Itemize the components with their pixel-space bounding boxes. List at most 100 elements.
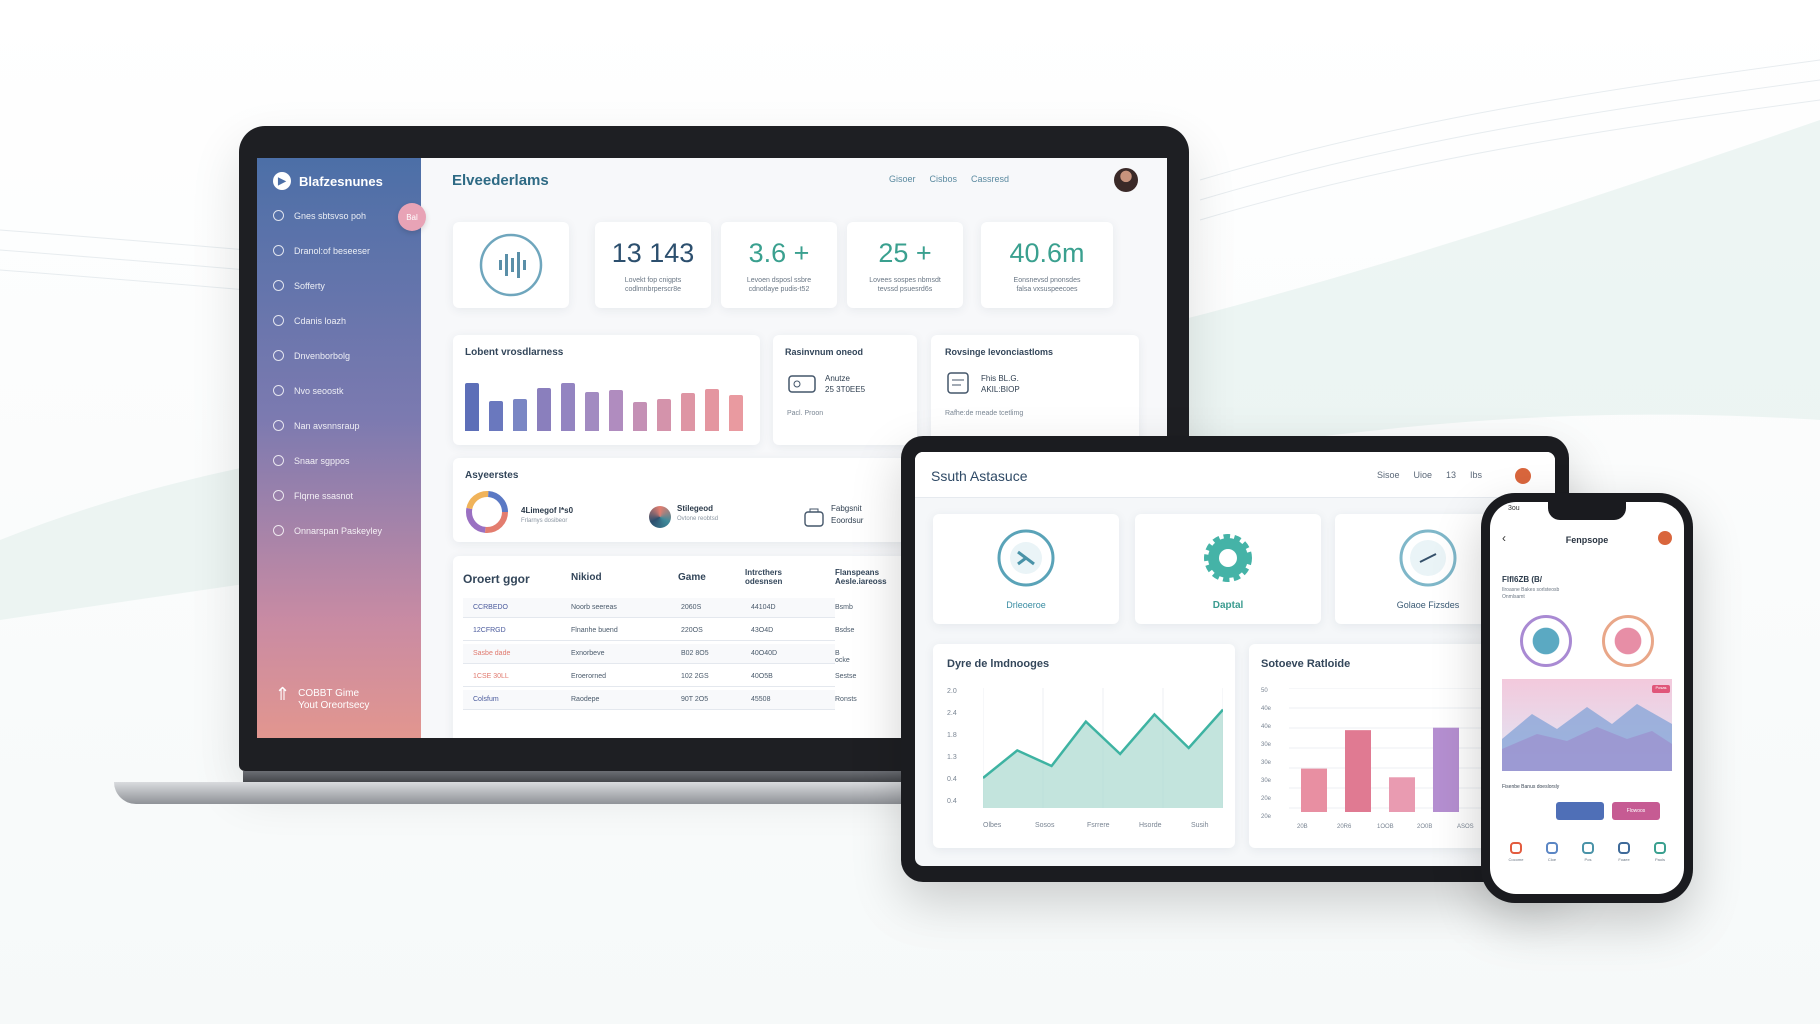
bar xyxy=(1345,730,1371,812)
sidebar-item[interactable]: Sofferty xyxy=(273,280,325,291)
tile-clock[interactable]: Drleoeroe xyxy=(933,514,1119,624)
nav-item[interactable]: Cassresd xyxy=(971,174,1010,184)
table-cell: B02 8O5 xyxy=(681,650,709,657)
sidebar-item[interactable]: Cdanis loazh xyxy=(273,315,346,326)
nav-item[interactable]: Uioe xyxy=(1413,470,1433,480)
sidebar-item[interactable]: Onnarspan Paskeyley xyxy=(273,525,382,536)
kpi-value: 25 + xyxy=(878,238,932,268)
x-tick-label: ASOS xyxy=(1457,824,1474,830)
table-cell: 40O5B xyxy=(751,673,773,680)
kpi-card[interactable]: 40.6m Eonsnevsd pnonsdes falsa vxsuspeecoe… xyxy=(981,222,1113,308)
tablet-nav: Sisoe Uioe 13 Ibs xyxy=(1377,470,1482,480)
nav-item[interactable]: Ibs xyxy=(1470,470,1483,480)
sidebar-item[interactable]: Nan avsnnsraup xyxy=(273,420,360,431)
area-chart xyxy=(1502,679,1672,771)
bar-chart-title: Lobent vrosdlarness xyxy=(465,347,564,358)
chip[interactable]: Posas xyxy=(1652,685,1670,693)
menu-item-icon xyxy=(273,280,284,291)
sidebar-item[interactable]: Gnes sbtsvso poh xyxy=(273,210,366,221)
brand[interactable]: ▶ Blafzesnunes xyxy=(273,172,383,190)
kpi-caption: cdnotlaye pudis-t52 xyxy=(748,286,810,293)
sidebar-item[interactable]: Dranol:of beseeser xyxy=(273,245,370,256)
profile-icon[interactable] xyxy=(1602,615,1654,667)
activity-item-title: Fabgsnit xyxy=(831,504,862,513)
kpi-card[interactable]: 3.6 + Levoen dsposl ssbre cdnotlaye pudis-… xyxy=(721,222,837,308)
y-tick-label: 50 xyxy=(1261,688,1268,694)
sidebar-item-label: Flqrne ssasnot xyxy=(294,490,354,501)
bar xyxy=(537,387,551,431)
sidebar-item[interactable]: Flqrne ssasnot xyxy=(273,490,353,501)
table-row[interactable]: Colsfum Raodepe 90T 2O5 45508 Ronsts xyxy=(463,690,857,710)
x-tick-label: Sosos xyxy=(1035,822,1055,829)
table-row[interactable]: 1CSE 30LL Eroerorned 102 2GS 40O5B Sestse xyxy=(463,667,856,687)
y-tick-label: 0.4 xyxy=(947,776,957,783)
camera-icon[interactable] xyxy=(1520,615,1572,667)
table-cell: Bsmb xyxy=(835,604,853,611)
table-header[interactable]: Intrcthers odesnsen xyxy=(745,568,783,586)
kpi-card[interactable]: 13 143 Lovekt fop cnigpts codlmnbrperscr8e xyxy=(595,222,711,308)
table-header[interactable]: Flanspeans Aesle.iareoss xyxy=(835,568,887,586)
y-tick-label: 2.4 xyxy=(947,710,957,717)
line-chart xyxy=(983,688,1223,808)
kpi-card[interactable]: 25 + Lovees sospes nbmsdt tevssd psuesrd6s xyxy=(847,222,963,308)
tablet-avatar[interactable] xyxy=(1515,468,1531,484)
sidebar-item-label: Nvo seoostk xyxy=(294,385,344,396)
table-header[interactable]: Oroert ggor xyxy=(463,572,530,586)
bar xyxy=(609,390,623,431)
bar xyxy=(705,389,719,431)
review-title: Rovsinge levonciastloms xyxy=(945,347,1054,357)
activity-item-sub: Eoordsur xyxy=(831,516,864,525)
back-arrow-icon[interactable]: ‹ xyxy=(1502,531,1506,545)
nav-item[interactable]: Cisbos xyxy=(929,174,958,184)
activity-item-title: Stilegeod xyxy=(677,504,714,513)
link-icon xyxy=(1399,529,1457,587)
sidebar-item[interactable]: Nvo seoostk xyxy=(273,385,344,396)
bottom-nav-item[interactable]: Paols xyxy=(1648,842,1672,862)
sidebar-badge[interactable]: Bal xyxy=(398,203,426,231)
tile-label: Golaoe Fizsdes xyxy=(1396,600,1460,610)
table-row[interactable]: CCRBEDO Noorb seereas 2060S 44104D Bsmb xyxy=(463,598,853,618)
bottom-nav-item[interactable]: Pos xyxy=(1576,842,1600,862)
tile-gear[interactable]: Daptal xyxy=(1135,514,1321,624)
table-header[interactable]: Game xyxy=(678,572,706,583)
nav-item[interactable]: Sisoe xyxy=(1377,470,1400,480)
bar xyxy=(1301,768,1327,812)
sidebar-footer[interactable]: ⇑ COBBT Gime Yout Oreortsecy xyxy=(275,685,369,712)
audio-card[interactable] xyxy=(453,222,569,308)
table-header[interactable]: Nikiod xyxy=(571,572,602,583)
nav-item[interactable]: 13 xyxy=(1446,470,1457,480)
primary-button[interactable] xyxy=(1556,802,1604,820)
table-row[interactable]: 12CFRGD Flnanhe buend 220OS 43O4D Bsdse xyxy=(463,621,854,641)
briefcase-icon xyxy=(804,508,824,527)
bottom-nav-item[interactable]: Foaee xyxy=(1612,842,1636,862)
tablet-screen: Ssuth Astasuce Sisoe Uioe 13 Ibs Drleoer… xyxy=(915,452,1555,866)
table-cell: 43O4D xyxy=(751,627,774,634)
sidebar-item[interactable]: Snaar sgppos xyxy=(273,455,350,466)
bar xyxy=(657,399,671,431)
table-cell: 1CSE 30LL xyxy=(473,673,509,680)
review-card[interactable]: Rovsinge levonciastloms Fhis BL.G. AKIL:… xyxy=(931,335,1139,445)
sidebar-item-label: Cdanis loazh xyxy=(294,315,347,326)
app-icon xyxy=(1618,842,1630,854)
status-time: 3ou xyxy=(1508,505,1520,512)
activity-item-sub: Frlarnys dosibeor xyxy=(521,518,568,524)
line-chart-card: Dyre de lmdnooges 2.0 2.4 1.8 1.3 0.4 0.4 Olbe… xyxy=(933,644,1235,848)
phone-heading: Flfl6ZB (B/ xyxy=(1502,575,1542,584)
sidebar-item-label: Gnes sbtsvso poh xyxy=(294,210,367,221)
bar xyxy=(1389,777,1415,812)
secondary-button[interactable]: Flowoos xyxy=(1612,802,1660,820)
sidebar-item[interactable]: Dnvenborbolg xyxy=(273,350,350,361)
bottom-nav-label: Pos xyxy=(1584,857,1592,862)
table-cell: Bsdse xyxy=(835,627,855,634)
table-row[interactable]: Sasbe dade Exnorbeve B02 8O5 40O40D B ocke xyxy=(463,644,850,664)
resource-card[interactable]: Rasinvnum oneod Anutze 25 3T0EE5 Pacl. P… xyxy=(773,335,917,445)
bottom-nav-item[interactable]: Cloe xyxy=(1540,842,1564,862)
avatar[interactable] xyxy=(1114,168,1138,192)
table-cell: B ocke xyxy=(835,650,850,664)
clock-icon xyxy=(997,529,1055,587)
bottom-nav-item[interactable]: Cocome xyxy=(1504,842,1528,862)
table-cell: Exnorbeve xyxy=(571,650,605,657)
phone-avatar[interactable] xyxy=(1658,531,1672,545)
nav-item[interactable]: Gisoer xyxy=(889,174,916,184)
phone-sub-2: Onmlsamt xyxy=(1502,594,1525,600)
